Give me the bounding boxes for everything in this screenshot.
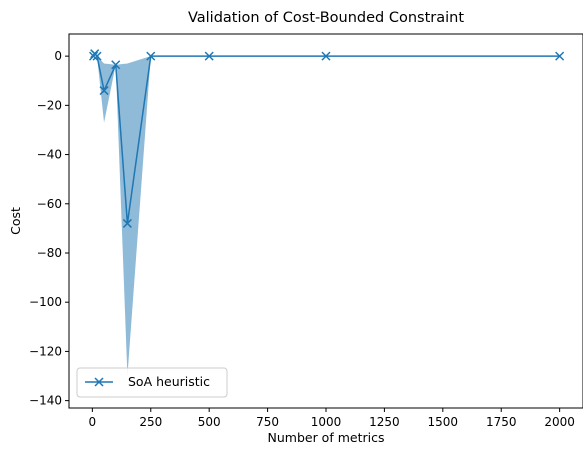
data-point-marker [92, 51, 102, 61]
data-point-marker [555, 51, 565, 61]
y-ticks: 0 −20 −40 −60 −80 −100 −120 −140 [29, 49, 69, 408]
legend-box [76, 367, 228, 398]
x-tick-label: 2000 [544, 415, 575, 429]
y-tick-label: −20 [37, 98, 62, 112]
data-point-marker [122, 218, 132, 228]
confidence-band-layer [93, 53, 560, 377]
y-tick-label: 0 [54, 49, 62, 63]
confidence-band [93, 53, 560, 377]
x-tick-label: 1000 [311, 415, 342, 429]
x-tick-label: 750 [256, 415, 279, 429]
x-ticks: 0 250 500 750 1000 1250 1500 1750 2000 [89, 408, 575, 429]
x-tick-label: 1500 [428, 415, 459, 429]
data-point-marker [146, 51, 156, 61]
data-point-marker [89, 51, 99, 61]
data-point-marker [99, 86, 109, 96]
y-tick-label: −120 [29, 344, 62, 358]
chart-title: Validation of Cost-Bounded Constraint [188, 10, 464, 26]
y-tick-label: −140 [29, 394, 62, 408]
marker-layer [89, 49, 565, 228]
legend-label: SoA heuristic [128, 374, 210, 389]
series-line-layer [92, 52, 560, 224]
series-line [92, 52, 560, 224]
x-tick-label: 1750 [486, 415, 517, 429]
data-point-marker [111, 60, 121, 70]
x-tick-label: 500 [198, 415, 221, 429]
legend: SoA heuristic [76, 367, 228, 398]
x-axis-label: Number of metrics [268, 430, 385, 445]
x-tick-label: 0 [89, 415, 97, 429]
y-tick-label: −60 [37, 197, 62, 211]
data-point-marker [321, 51, 331, 61]
legend-marker [94, 377, 104, 387]
y-tick-label: −100 [29, 295, 62, 309]
x-tick-label: 1250 [369, 415, 400, 429]
y-tick-label: −80 [37, 246, 62, 260]
x-tick-label: 250 [139, 415, 162, 429]
y-axis-label: Cost [8, 207, 23, 235]
y-tick-label: −40 [37, 148, 62, 162]
data-point-marker [204, 51, 214, 61]
